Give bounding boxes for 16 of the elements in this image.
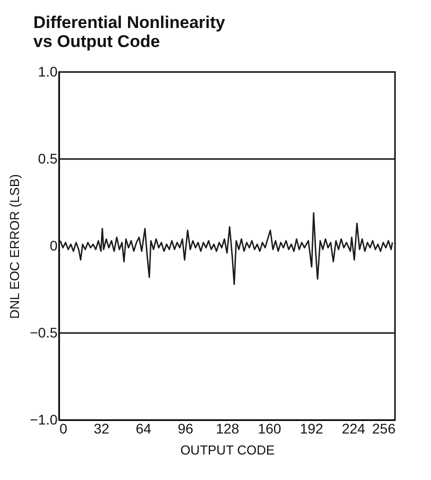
x-tick-label: 224	[342, 420, 366, 436]
y-tick-label: 0	[50, 238, 58, 254]
y-tick-label: −1.0	[30, 412, 58, 428]
y-tick-label: 0.5	[38, 150, 58, 166]
x-tick-label: 32	[94, 420, 110, 436]
y-axis-title: DNL EOC ERROR (LSB)	[6, 174, 22, 319]
x-tick-label: 192	[300, 420, 324, 436]
y-tick-label: −0.5	[30, 324, 58, 340]
x-tick-label: 128	[216, 420, 240, 436]
x-tick-label: 64	[136, 420, 152, 436]
y-tick-label: 1.0	[38, 64, 58, 80]
x-axis-title: OUTPUT CODE	[180, 442, 276, 458]
x-tick-label: 160	[258, 420, 282, 436]
x-tick-label: 256	[372, 420, 396, 436]
x-tick-label: 96	[178, 420, 194, 436]
chart-title: Differential Nonlinearity vs Output Code	[33, 13, 226, 51]
